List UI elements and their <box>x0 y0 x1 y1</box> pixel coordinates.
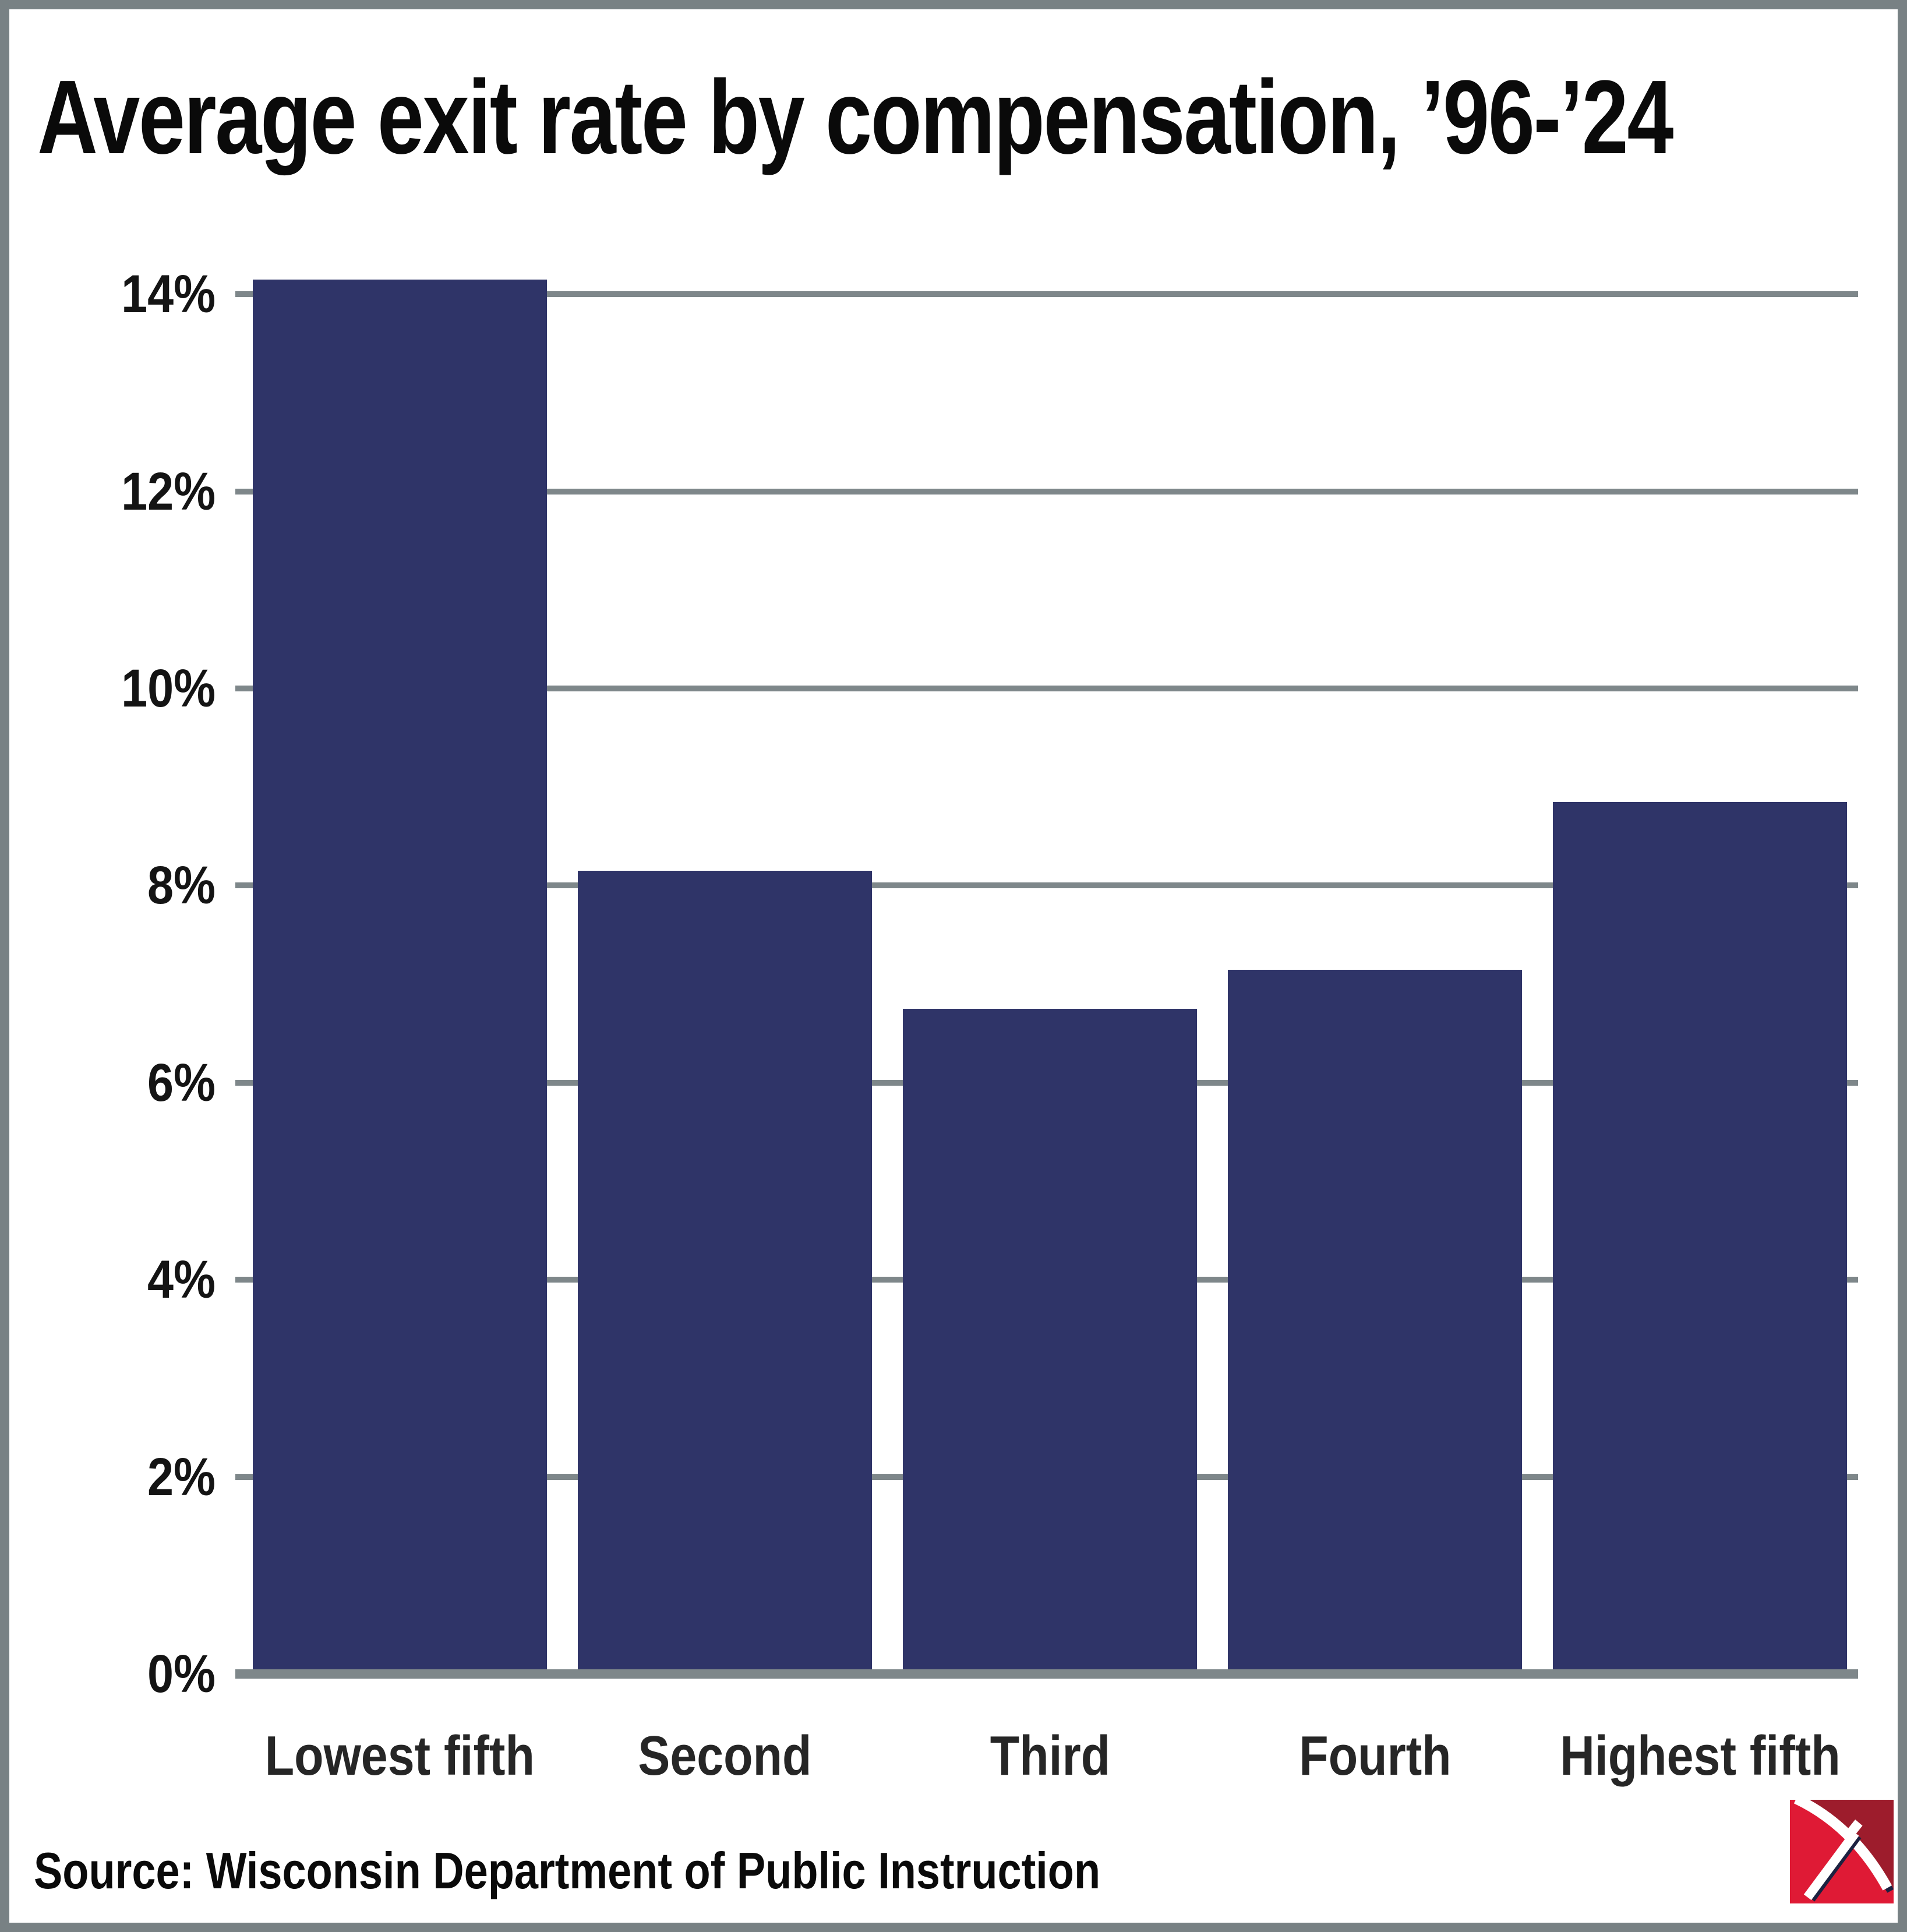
y-tick-label-4pct: 4% <box>147 1249 216 1309</box>
x-category-label-second: Second <box>638 1725 812 1787</box>
x-category-label-fourth: Fourth <box>1298 1725 1452 1787</box>
y-tick-label-14pct: 14% <box>121 264 216 324</box>
x-category-label-lowest-fifth: Lowest fifth <box>264 1725 535 1787</box>
source-attribution: Source: Wisconsin Department of Public I… <box>34 1842 1101 1899</box>
x-axis-line <box>235 1669 1858 1679</box>
pickaxe-logo-icon <box>1790 1800 1894 1903</box>
gridline-10pct <box>235 686 1858 691</box>
bar-third <box>903 1009 1197 1669</box>
bar-lowest-fifth <box>253 280 547 1669</box>
gridline-14pct <box>235 291 1858 297</box>
bar-second <box>578 871 872 1669</box>
y-tick-label-2pct: 2% <box>147 1447 216 1507</box>
x-category-label-third: Third <box>990 1725 1110 1787</box>
y-tick-label-12pct: 12% <box>121 461 216 521</box>
chart-title: Average exit rate by compensation, ’96-’… <box>37 59 1673 176</box>
y-tick-label-6pct: 6% <box>147 1052 216 1112</box>
x-category-label-highest-fifth: Highest fifth <box>1559 1725 1841 1787</box>
y-tick-label-10pct: 10% <box>121 658 216 718</box>
bar-highest-fifth <box>1553 802 1847 1669</box>
gridline-12pct <box>235 489 1858 495</box>
bar-fourth <box>1228 970 1522 1669</box>
gridline-8pct <box>235 882 1858 888</box>
y-tick-label-8pct: 8% <box>147 855 216 915</box>
y-tick-label-0pct: 0% <box>147 1644 216 1704</box>
